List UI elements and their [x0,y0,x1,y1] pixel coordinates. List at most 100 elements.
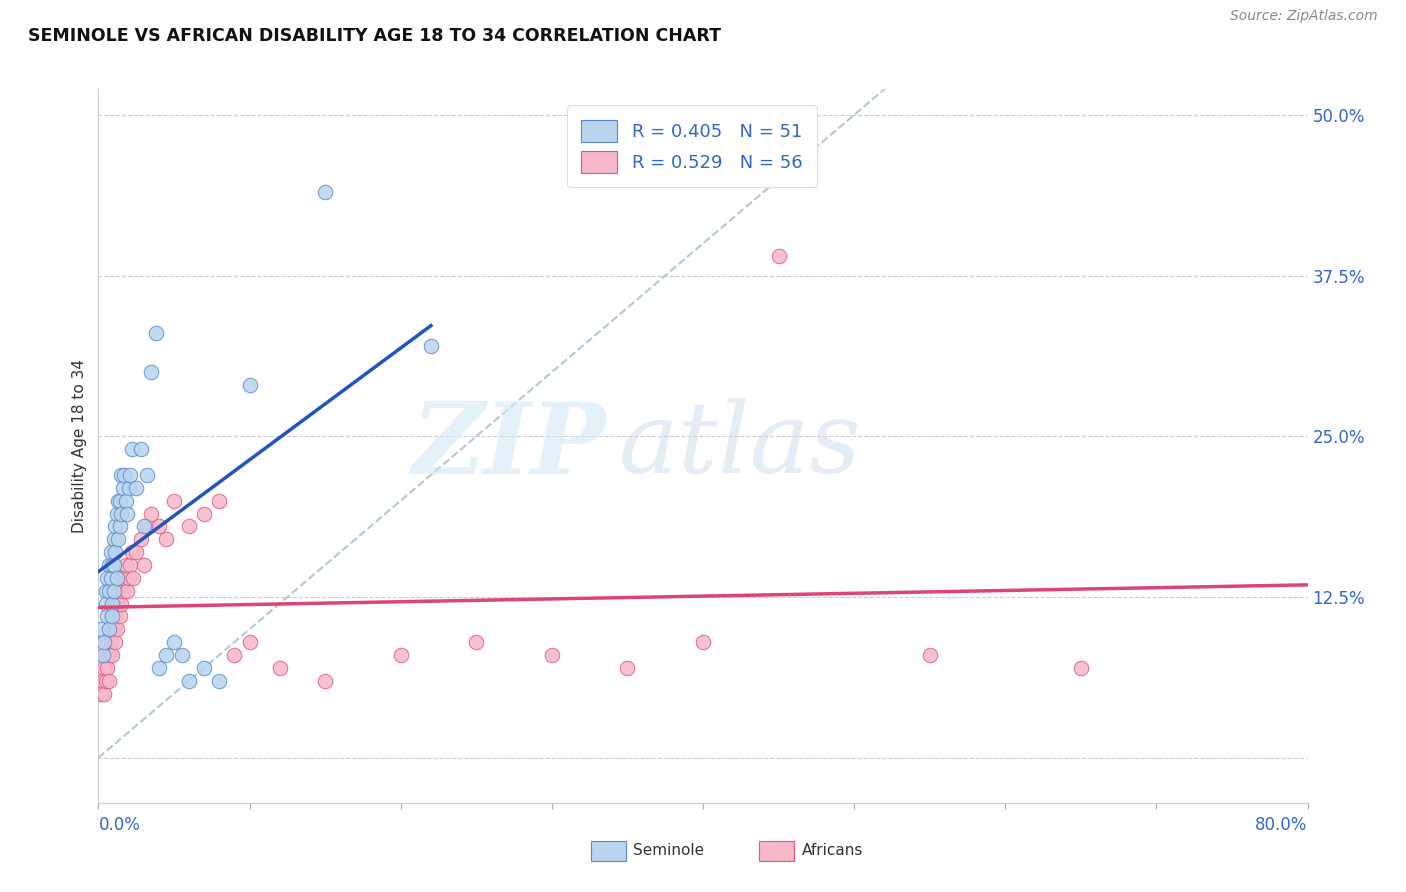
Point [120,467,142,482]
Point [179,673,201,688]
Point [208,493,231,508]
Point [135,467,157,482]
Point [104,519,127,533]
Point [314,185,336,199]
Point [104,545,127,559]
Point [132,519,155,533]
Point [918,648,941,662]
Point [100,571,122,585]
Point [96,609,118,624]
Point [101,622,124,636]
Point [208,673,231,688]
Point [90,622,112,636]
Text: 0.0%: 0.0% [98,816,141,834]
Point [132,558,155,572]
Point [100,609,122,624]
Point [98,583,121,598]
Point [141,507,163,521]
Point [121,545,143,559]
Point [145,326,167,341]
Point [101,558,124,572]
Point [98,673,121,688]
Point [96,635,118,649]
Point [107,583,129,598]
Point [129,533,152,547]
Point [93,635,115,649]
Point [107,533,129,547]
Point [269,661,291,675]
Point [115,507,138,521]
Point [115,583,138,598]
Point [96,661,118,675]
Point [112,467,135,482]
Text: ZIP: ZIP [412,398,606,494]
Text: SEMINOLE VS AFRICAN DISABILITY AGE 18 TO 34 CORRELATION CHART: SEMINOLE VS AFRICAN DISABILITY AGE 18 TO… [28,27,721,45]
Point [98,622,121,636]
Point [98,558,121,572]
Point [540,648,562,662]
Point [163,635,186,649]
Point [94,597,117,611]
Point [104,635,127,649]
Point [239,378,262,392]
Y-axis label: Disability Age 18 to 34: Disability Age 18 to 34 [72,359,87,533]
Point [107,493,129,508]
Text: Seminole: Seminole [633,844,704,858]
Point [193,661,215,675]
Point [239,635,262,649]
Point [118,481,141,495]
Point [108,609,131,624]
Point [111,481,134,495]
Point [94,648,117,662]
Point [110,571,132,585]
Point [98,648,121,662]
Point [90,686,112,700]
Point [103,622,125,636]
Point [111,583,134,598]
Point [122,571,145,585]
Point [389,648,412,662]
Point [101,648,124,662]
Point [103,597,125,611]
Point [224,648,246,662]
Point [120,558,142,572]
Point [148,661,170,675]
Point [114,558,136,572]
Point [314,673,336,688]
Point [135,519,157,533]
Point [105,597,128,611]
Point [91,673,114,688]
Point [118,571,141,585]
Text: 80.0%: 80.0% [1256,816,1308,834]
Point [108,519,131,533]
Point [101,609,124,624]
Text: Africans: Africans [801,844,863,858]
Point [121,442,143,457]
Point [155,533,177,547]
Point [129,442,152,457]
Point [1070,661,1092,675]
Point [110,597,132,611]
Point [148,519,170,533]
Point [100,545,122,559]
Point [100,635,122,649]
Text: Source: ZipAtlas.com: Source: ZipAtlas.com [1230,9,1378,23]
Point [103,558,125,572]
Text: atlas: atlas [619,399,860,493]
Point [103,583,125,598]
Legend: R = 0.405   N = 51, R = 0.529   N = 56: R = 0.405 N = 51, R = 0.529 N = 56 [567,105,817,187]
Point [768,249,790,263]
Point [616,661,638,675]
Point [103,533,125,547]
Point [170,648,193,662]
Point [96,571,118,585]
Point [163,493,186,508]
Point [94,583,117,598]
Point [105,622,128,636]
Point [105,507,128,521]
Point [141,365,163,379]
Point [179,519,201,533]
Point [105,571,128,585]
Point [91,648,114,662]
Point [193,507,215,521]
